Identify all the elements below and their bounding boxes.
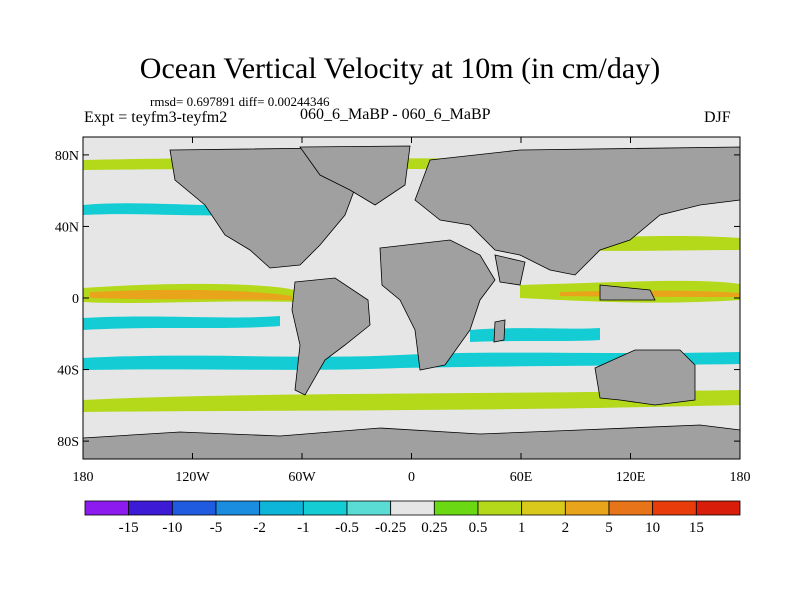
indian-ocean-downwelling-band [470, 328, 600, 342]
colorbar-swatch [477, 500, 523, 516]
colorbar-label: -15 [119, 520, 139, 536]
colorbar-swatch [521, 500, 566, 516]
lat-tick-label: 40S [57, 364, 79, 379]
colorbar-swatch [215, 500, 261, 516]
colorbar-swatch [695, 500, 741, 516]
lon-tick-label: 60E [510, 470, 533, 485]
lat-tick-label: 80N [55, 149, 79, 164]
colorbar-label: 10 [645, 520, 660, 536]
colorbar-swatch [84, 500, 130, 516]
africa [379, 239, 496, 371]
colorbar-swatch [564, 500, 610, 516]
colorbar-label: 0.5 [469, 520, 488, 536]
stats-text: rmsd= 0.697891 diff= 0.00244346 [150, 94, 330, 109]
lon-tick-label: 120W [175, 470, 210, 485]
southern-ocean-downwelling-band [83, 352, 740, 370]
season-label: DJF [704, 109, 731, 126]
colorbar-label: -0.25 [375, 520, 406, 536]
greenland [299, 145, 411, 206]
colorbar-swatch [652, 500, 697, 516]
lon-tick-label: 60W [288, 470, 316, 485]
lat-tick-label: 40N [55, 220, 79, 235]
plot-title: Ocean Vertical Velocity at 10m (in cm/da… [139, 52, 661, 85]
australia [594, 349, 696, 406]
colorbar-swatch [128, 500, 173, 516]
colorbar-label: 5 [605, 520, 613, 536]
colorbar-label: 2 [562, 520, 570, 536]
maritime-continent [599, 284, 656, 301]
south-pacific-downwelling-band [83, 316, 280, 330]
lat-tick-label: 0 [72, 292, 79, 307]
madagascar [493, 319, 506, 343]
colorbar-swatch [302, 500, 348, 516]
lat-tick-label: 80S [57, 435, 79, 450]
colorbar-label: -1 [297, 520, 310, 536]
south-america [291, 277, 371, 396]
subtitle-label: 060_6_MaBP - 060_6_MaBP [300, 106, 491, 123]
colorbar-label: 0.25 [421, 520, 447, 536]
lon-tick-label: 0 [408, 470, 415, 485]
lon-tick-label: 180 [73, 470, 94, 485]
map-axes: 80N 40N 0 40S 80S 180 120W 60W 0 60E 120E 180 [55, 137, 751, 485]
lon-tick-label: 120E [616, 470, 646, 485]
colorbar-swatch [259, 500, 304, 516]
colorbar-swatch [390, 500, 435, 516]
colorbar-swatch [346, 500, 392, 516]
colorbar-label: -2 [253, 520, 266, 536]
colorbar-label: 15 [689, 520, 704, 536]
arabia [494, 254, 526, 286]
lon-tick-label: 180 [730, 470, 751, 485]
colorbar-label: -0.5 [335, 520, 359, 536]
equatorial-strong-band [90, 289, 292, 300]
experiment-label: Expt = teyfm3-teyfm2 [84, 109, 228, 126]
colorbar-swatch [433, 500, 479, 516]
colorbar-label: 1 [518, 520, 526, 536]
colorbar-label: -10 [162, 520, 182, 536]
colorbar-swatch [608, 500, 654, 516]
color-bar: -15 -10 -5 -2 -1 -0.5 -0.25 0.25 0.5 1 2 5 10 15 [84, 500, 741, 536]
colorbar-label: -5 [210, 520, 223, 536]
land-masses [82, 145, 741, 460]
southern-ocean-upwelling-band [83, 390, 740, 412]
colorbar-swatch [171, 500, 217, 516]
